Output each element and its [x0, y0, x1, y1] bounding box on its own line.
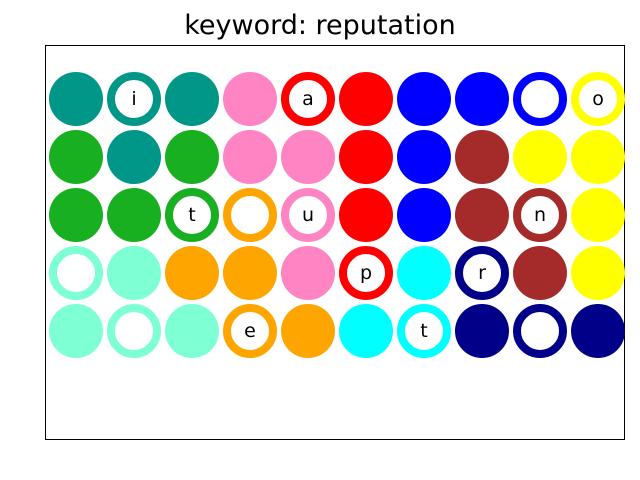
peg-r0-c1[interactable]: i — [107, 72, 161, 126]
peg-r1-c3[interactable] — [223, 130, 277, 184]
peg-r1-c8[interactable] — [513, 130, 567, 184]
peg-r0-c0[interactable] — [49, 72, 103, 126]
peg-r4-c5[interactable] — [339, 304, 393, 358]
peg-r3-c6[interactable] — [397, 246, 451, 300]
peg-r0-c6[interactable] — [397, 72, 451, 126]
peg-r4-c9[interactable] — [571, 304, 625, 358]
peg-r3-c7[interactable]: r — [455, 246, 509, 300]
peg-r4-c6[interactable]: t — [397, 304, 451, 358]
peg-r3-c2[interactable] — [165, 246, 219, 300]
peg-r3-c5[interactable]: p — [339, 246, 393, 300]
peg-r2-c4[interactable]: u — [281, 188, 335, 242]
peg-r2-c5[interactable] — [339, 188, 393, 242]
peg-r2-c2[interactable]: t — [165, 188, 219, 242]
peg-r0-c5[interactable] — [339, 72, 393, 126]
game-board: i a o t u n p r e t — [45, 45, 625, 440]
puzzle-title: keyword: reputation — [184, 10, 456, 41]
peg-r4-c8[interactable] — [513, 304, 567, 358]
peg-r2-c0[interactable] — [49, 188, 103, 242]
peg-r4-c1[interactable] — [107, 304, 161, 358]
peg-r1-c9[interactable] — [571, 130, 625, 184]
peg-r0-c9[interactable]: o — [571, 72, 625, 126]
peg-r0-c3[interactable] — [223, 72, 277, 126]
peg-r1-c2[interactable] — [165, 130, 219, 184]
peg-r3-c0[interactable] — [49, 246, 103, 300]
peg-r2-c1[interactable] — [107, 188, 161, 242]
peg-r4-c7[interactable] — [455, 304, 509, 358]
peg-r3-c8[interactable] — [513, 246, 567, 300]
peg-r0-c2[interactable] — [165, 72, 219, 126]
peg-r2-c8[interactable]: n — [513, 188, 567, 242]
peg-r2-c9[interactable] — [571, 188, 625, 242]
peg-r2-c3[interactable] — [223, 188, 277, 242]
peg-r1-c5[interactable] — [339, 130, 393, 184]
peg-r3-c1[interactable] — [107, 246, 161, 300]
peg-r2-c7[interactable] — [455, 188, 509, 242]
peg-r1-c4[interactable] — [281, 130, 335, 184]
peg-r3-c9[interactable] — [571, 246, 625, 300]
peg-r0-c4[interactable]: a — [281, 72, 335, 126]
peg-r1-c7[interactable] — [455, 130, 509, 184]
peg-r3-c3[interactable] — [223, 246, 277, 300]
peg-r1-c0[interactable] — [49, 130, 103, 184]
peg-r4-c0[interactable] — [49, 304, 103, 358]
peg-r1-c6[interactable] — [397, 130, 451, 184]
peg-r4-c4[interactable] — [281, 304, 335, 358]
peg-r0-c7[interactable] — [455, 72, 509, 126]
peg-r4-c3[interactable]: e — [223, 304, 277, 358]
peg-r2-c6[interactable] — [397, 188, 451, 242]
peg-r0-c8[interactable] — [513, 72, 567, 126]
peg-r3-c4[interactable] — [281, 246, 335, 300]
peg-r4-c2[interactable] — [165, 304, 219, 358]
peg-r1-c1[interactable] — [107, 130, 161, 184]
